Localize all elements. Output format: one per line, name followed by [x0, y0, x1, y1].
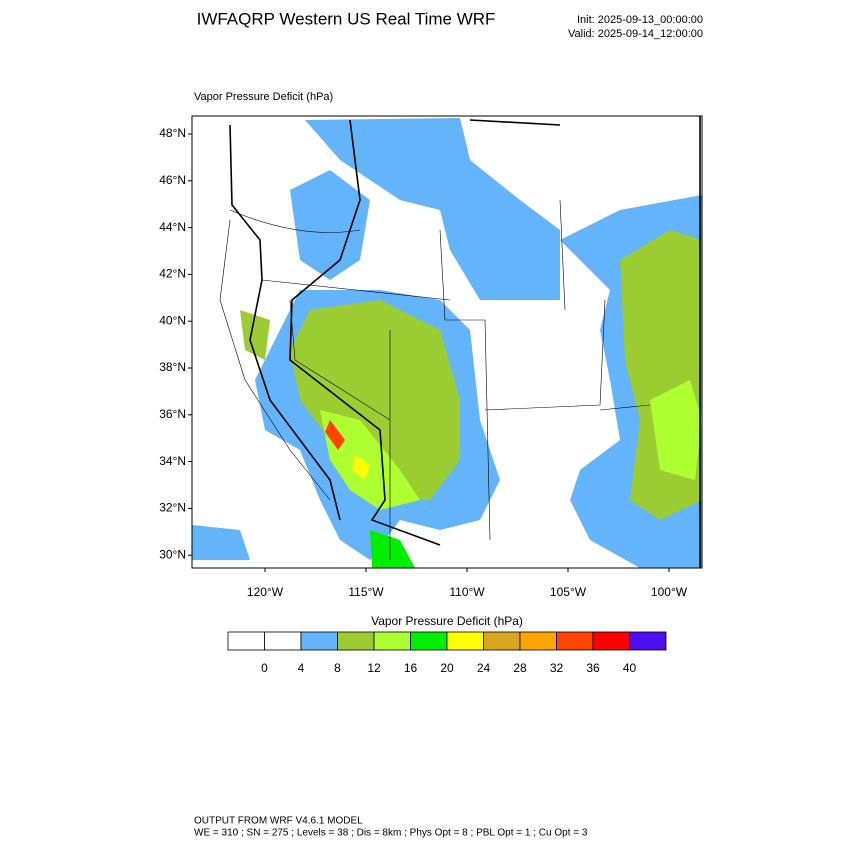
lat-label: 34°N — [159, 454, 186, 468]
init-time: Init: 2025-09-13_00:00:00 — [577, 14, 703, 26]
map-label: Vapor Pressure Deficit (hPa) — [194, 91, 333, 103]
colorbar-label: 28 — [513, 661, 527, 675]
colorbar-box — [592, 631, 630, 651]
footer-line: OUTPUT FROM WRF V4.6.1 MODEL — [194, 816, 363, 827]
lon-label: 100°W — [651, 585, 688, 599]
colorbar-box — [519, 631, 557, 651]
colorbar-box — [373, 631, 411, 651]
colorbar-box — [227, 631, 265, 651]
colorbar-box — [410, 631, 448, 651]
colorbar-label: 16 — [404, 661, 418, 675]
lon-label: 115°W — [348, 585, 384, 599]
lat-label: 30°N — [159, 547, 186, 561]
colorbar-title: Vapor Pressure Deficit (hPa) — [371, 614, 523, 628]
lat-label: 44°N — [159, 220, 186, 234]
colorbar-label: 20 — [440, 661, 454, 675]
colorbar-box — [300, 631, 338, 651]
colorbar-label: 36 — [586, 661, 600, 675]
valid-time: Valid: 2025-09-14_12:00:00 — [568, 28, 703, 40]
colorbar-label: 8 — [334, 661, 341, 675]
map — [191, 115, 703, 569]
lat-label: 38°N — [159, 360, 186, 374]
lon-label: 110°W — [449, 585, 485, 599]
lat-label: 48°N — [159, 126, 186, 140]
colorbar-box — [446, 631, 484, 651]
colorbar-label: 4 — [298, 661, 305, 675]
colorbar-label: 12 — [367, 661, 381, 675]
colorbar-label: 0 — [261, 661, 268, 675]
colorbar-box — [483, 631, 521, 651]
vpd-field — [192, 118, 702, 568]
colorbar-box — [629, 631, 667, 651]
footer-line: WE = 310 ; SN = 275 ; Levels = 38 ; Dis … — [194, 828, 588, 839]
colorbar-label: 32 — [550, 661, 564, 675]
lat-label: 36°N — [159, 407, 186, 421]
colorbar-label: 40 — [623, 661, 637, 675]
colorbar-label: 24 — [477, 661, 491, 675]
lat-label: 46°N — [159, 173, 186, 187]
lat-label: 40°N — [159, 313, 186, 327]
lon-label: 120°W — [247, 585, 284, 599]
colorbar-box — [264, 631, 302, 651]
lon-label: 105°W — [550, 585, 587, 599]
colorbar: 0 4 8 12 16 20 24 28 32 36 40 — [227, 631, 667, 675]
colorbar-box — [337, 631, 375, 651]
title: IWFAQRP Western US Real Time WRF — [197, 9, 496, 28]
map-frame — [191, 115, 703, 569]
colorbar-box — [556, 631, 594, 651]
lat-label: 42°N — [159, 267, 186, 281]
lat-label: 32°N — [159, 501, 186, 515]
